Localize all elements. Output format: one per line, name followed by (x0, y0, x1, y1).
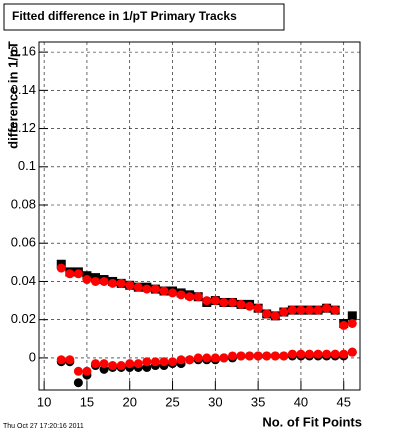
footer: Thu Oct 27 17:20:16 2011 (3, 423, 84, 430)
y-tick-label: 0.16 (11, 44, 36, 59)
point (125, 280, 135, 290)
x-tick-label: 20 (123, 394, 137, 409)
point (245, 301, 255, 311)
point (236, 351, 246, 361)
point (219, 353, 229, 363)
point (210, 296, 220, 306)
point (56, 355, 66, 365)
point (296, 305, 306, 315)
x-tick-label: 40 (294, 394, 308, 409)
point (73, 366, 83, 376)
point (90, 276, 100, 286)
title-box (3, 3, 285, 31)
point (99, 359, 109, 369)
y-tick-label: 0.1 (18, 158, 36, 173)
y-tick-label: 0 (29, 349, 36, 364)
point (90, 359, 100, 369)
point (142, 357, 152, 367)
point (168, 357, 178, 367)
point (210, 353, 220, 363)
point (202, 353, 212, 363)
x-axis-label: No. of Fit Points (262, 414, 362, 429)
point (73, 269, 83, 279)
point (56, 263, 66, 273)
point (330, 349, 340, 359)
point (185, 292, 195, 302)
point (159, 286, 169, 296)
y-tick-label: 0.14 (11, 82, 36, 97)
point (296, 349, 306, 359)
point (219, 297, 229, 307)
point (339, 320, 349, 330)
point (168, 288, 178, 298)
x-tick-label: 35 (251, 394, 265, 409)
point (176, 355, 186, 365)
point (65, 269, 75, 279)
point (270, 311, 280, 321)
y-tick-label: 0.06 (11, 235, 36, 250)
point (245, 351, 255, 361)
point (73, 378, 83, 388)
point (193, 353, 203, 363)
point (262, 351, 272, 361)
x-tick-label: 30 (208, 394, 222, 409)
point (253, 303, 263, 313)
point (304, 349, 314, 359)
point (150, 284, 160, 294)
point (279, 351, 289, 361)
plot-frame (38, 41, 361, 391)
point (116, 361, 126, 371)
y-tick-label: 0.04 (11, 273, 36, 288)
point (227, 297, 237, 307)
point (185, 355, 195, 365)
y-tick-label: 0.08 (11, 196, 36, 211)
point (322, 349, 332, 359)
point (227, 351, 237, 361)
y-tick-label: 0.12 (11, 120, 36, 135)
point (176, 290, 186, 300)
point (347, 311, 357, 321)
point (116, 278, 126, 288)
point (313, 349, 323, 359)
point (150, 357, 160, 367)
point (133, 359, 143, 369)
point (347, 318, 357, 328)
chart-title: Fitted difference in 1/pT Primary Tracks (12, 9, 237, 23)
point (133, 282, 143, 292)
point (99, 276, 109, 286)
point (142, 284, 152, 294)
point (82, 275, 92, 285)
point (202, 296, 212, 306)
point (65, 355, 75, 365)
point (108, 361, 118, 371)
y-tick-label: 0.02 (11, 311, 36, 326)
point (313, 305, 323, 315)
point (82, 366, 92, 376)
point (287, 349, 297, 359)
x-tick-label: 45 (337, 394, 351, 409)
point (347, 347, 357, 357)
point (339, 349, 349, 359)
x-tick-label: 15 (80, 394, 94, 409)
point (279, 307, 289, 317)
point (236, 299, 246, 309)
point (253, 351, 263, 361)
point (262, 309, 272, 319)
point (125, 359, 135, 369)
point (193, 292, 203, 302)
point (330, 305, 340, 315)
x-tick-label: 10 (37, 394, 51, 409)
point (270, 351, 280, 361)
point (322, 303, 332, 313)
point (304, 305, 314, 315)
y-axis-label: difference in 1/pT (5, 41, 20, 149)
point (287, 305, 297, 315)
point (159, 357, 169, 367)
point (108, 278, 118, 288)
x-tick-label: 25 (165, 394, 179, 409)
